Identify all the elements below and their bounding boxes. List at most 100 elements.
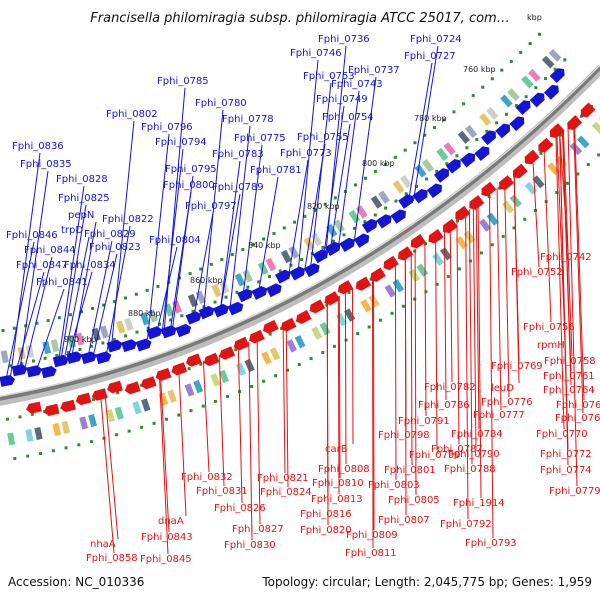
feature-block (311, 326, 323, 340)
tick-dot (512, 226, 516, 230)
feature-block-rect (132, 401, 142, 415)
tick-dot (123, 296, 127, 300)
feature-block-rect (210, 373, 221, 387)
tick-dot (524, 95, 528, 99)
feature-block (242, 269, 254, 283)
reverse-gene-arrow (309, 299, 326, 314)
feature-block-rect (360, 299, 372, 313)
reverse-gene-arrow (91, 388, 108, 401)
tick-dot (424, 242, 428, 246)
feature-block (368, 294, 380, 308)
tick-dot (213, 399, 217, 403)
reverse-gene-arrow (383, 255, 399, 271)
forward-gene-leader (155, 246, 178, 337)
feature-block (507, 88, 520, 102)
tick-dot (565, 181, 569, 185)
forward-gene-arrow (160, 325, 177, 339)
reverse-gene-label: Fphi_0811 (345, 548, 397, 559)
forward-gene (339, 237, 355, 253)
reverse-gene-leader (573, 120, 585, 401)
forward-gene-arrow (121, 339, 138, 353)
forward-gene-arrow (339, 237, 355, 253)
forward-gene-arrow (26, 365, 43, 378)
feature-block (524, 181, 538, 195)
tick-dot (91, 306, 95, 310)
tick-dot (390, 311, 394, 315)
tick-dot (413, 297, 417, 301)
forward-gene-arrow (0, 374, 16, 387)
tick-dot (101, 341, 105, 345)
feature-block-rect (88, 414, 98, 428)
forward-gene (398, 194, 414, 209)
tick-dot (403, 148, 407, 152)
tick-dot (13, 457, 17, 461)
tick-dot (26, 454, 30, 458)
reverse-gene-leader (449, 223, 453, 383)
reverse-gene-label: Fphi_0809 (346, 530, 398, 541)
reverse-gene-arrow (410, 234, 426, 249)
forward-gene-arrow (304, 263, 320, 278)
forward-gene (80, 351, 97, 365)
forward-gene (289, 266, 306, 281)
reverse-gene (512, 163, 528, 179)
tick-dot (189, 409, 193, 413)
tick-dot (201, 404, 205, 408)
tick-dot (452, 110, 456, 114)
forward-gene (251, 286, 268, 300)
reverse-gene-label: Fphi_0807 (378, 515, 430, 526)
tick-dot (455, 154, 459, 158)
feature-block-rect (370, 195, 383, 209)
feature-block (509, 194, 522, 208)
reverse-gene-label: Fphi_0810 (312, 478, 364, 489)
tick-dot (559, 133, 563, 137)
feature-block-rect (577, 135, 590, 149)
tick-dot (347, 290, 351, 294)
reverse-gene-label: Fphi_0793 (465, 538, 517, 549)
forward-gene (198, 305, 215, 320)
tick-dot (534, 86, 538, 90)
tick-dot (401, 304, 405, 308)
feature-block-rect (392, 180, 405, 194)
feature-block-rect (141, 398, 151, 412)
tick-dot (379, 318, 383, 322)
forward-gene-label: Fphi_0749 (316, 94, 368, 105)
tick-dot (367, 325, 371, 329)
reverse-gene (233, 336, 250, 351)
tick-dot (6, 417, 10, 421)
tick-dot (124, 334, 128, 338)
reverse-gene-label: Fphi_0801 (384, 465, 436, 476)
forward-gene (106, 339, 123, 353)
reverse-gene-arrow (355, 276, 372, 291)
forward-gene (509, 116, 525, 132)
feature-block-rect (61, 420, 71, 434)
feature-block (132, 401, 142, 415)
tick-dot (262, 237, 266, 241)
feature-block-rect (42, 341, 52, 355)
forward-gene (390, 209, 406, 224)
scale-label: 780 kbp (414, 114, 447, 123)
feature-block-rect (99, 325, 110, 339)
forward-gene-leader (322, 105, 345, 259)
tick-dot (356, 332, 360, 336)
tick-dot (115, 433, 119, 437)
reverse-gene (442, 218, 458, 234)
reverse-gene-arrow (442, 218, 458, 234)
tick-dot (199, 267, 203, 271)
forward-gene-label: Fphi_0783 (212, 149, 264, 160)
reverse-gene-arrow (538, 137, 554, 153)
reverse-gene-arrow (481, 181, 497, 197)
feature-block (392, 279, 405, 293)
backbone-ring (0, 64, 600, 406)
feature-block (184, 383, 195, 397)
reverse-gene (60, 399, 76, 413)
forward-gene (353, 233, 370, 248)
tick-dot (18, 415, 22, 419)
feature-block-rect (235, 362, 247, 376)
tick-dot (363, 220, 367, 224)
tick-dot (456, 219, 460, 223)
reverse-gene-arrow (26, 401, 42, 414)
feature-block (443, 142, 456, 156)
feature-block-rect (234, 273, 246, 287)
reverse-gene (383, 255, 399, 271)
backbone-line (0, 65, 600, 401)
